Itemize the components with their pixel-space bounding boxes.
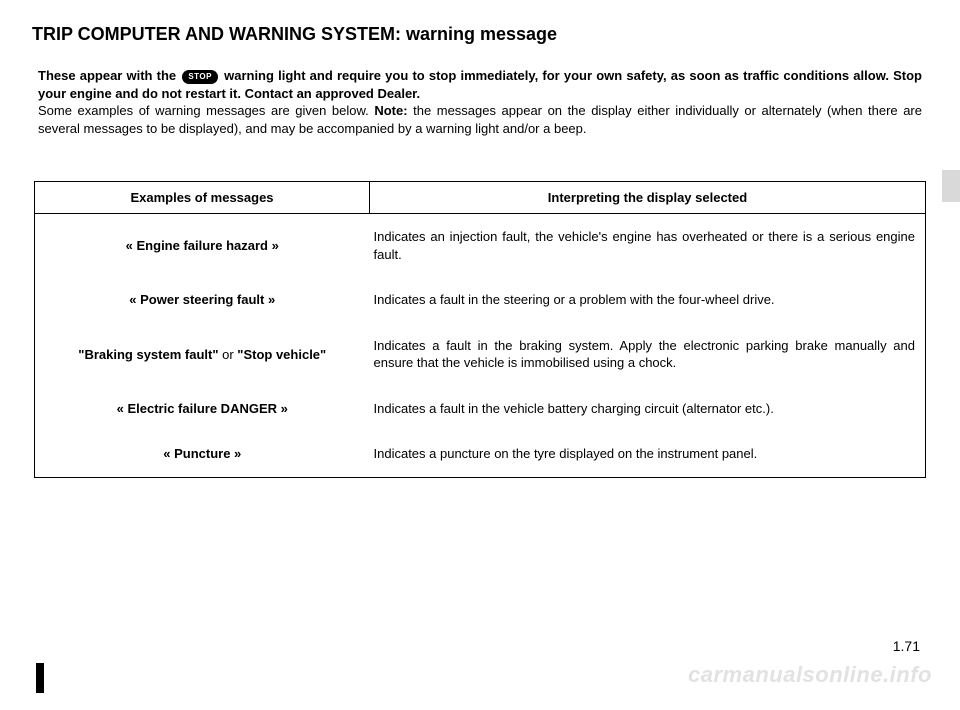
message-part-b: "Stop vehicle" xyxy=(237,347,326,362)
crop-mark xyxy=(36,663,44,693)
stop-icon: STOP xyxy=(182,70,218,84)
message-cell: « Power steering fault » xyxy=(35,277,370,323)
warning-table: Examples of messages Interpreting the di… xyxy=(34,181,926,478)
watermark: carmanualsonline.info xyxy=(688,662,932,688)
message-part-a: "Braking system fault" xyxy=(78,347,218,362)
message-cell: « Electric failure DANGER » xyxy=(35,386,370,432)
interpretation-cell: Indicates a puncture on the tyre display… xyxy=(370,431,926,477)
table-header-interpretation: Interpreting the display selected xyxy=(370,182,926,214)
message-join: or xyxy=(219,347,238,362)
intro-paragraph: These appear with the STOP warning light… xyxy=(38,67,922,137)
intro-note-bold: Note: xyxy=(374,103,407,118)
page-number: 1.71 xyxy=(893,638,920,654)
interpretation-cell: Indicates an injection fault, the vehicl… xyxy=(370,214,926,278)
interpretation-cell: Indicates a fault in the braking system.… xyxy=(370,323,926,386)
table-row: « Puncture » Indicates a puncture on the… xyxy=(35,431,926,477)
message-cell: « Engine failure hazard » xyxy=(35,214,370,278)
table-row: « Engine failure hazard » Indicates an i… xyxy=(35,214,926,278)
intro-text-a: Some examples of warning messages are gi… xyxy=(38,103,374,118)
page-title: TRIP COMPUTER AND WARNING SYSTEM: warnin… xyxy=(32,24,928,45)
table-row: « Power steering fault » Indicates a fau… xyxy=(35,277,926,323)
table-row: « Electric failure DANGER » Indicates a … xyxy=(35,386,926,432)
message-cell: "Braking system fault" or "Stop vehicle" xyxy=(35,323,370,386)
message-cell: « Puncture » xyxy=(35,431,370,477)
interpretation-cell: Indicates a fault in the steering or a p… xyxy=(370,277,926,323)
table-row: "Braking system fault" or "Stop vehicle"… xyxy=(35,323,926,386)
side-tab-marker xyxy=(942,170,960,202)
intro-bold-start: These appear with the xyxy=(38,68,180,83)
interpretation-cell: Indicates a fault in the vehicle battery… xyxy=(370,386,926,432)
table-header-messages: Examples of messages xyxy=(35,182,370,214)
